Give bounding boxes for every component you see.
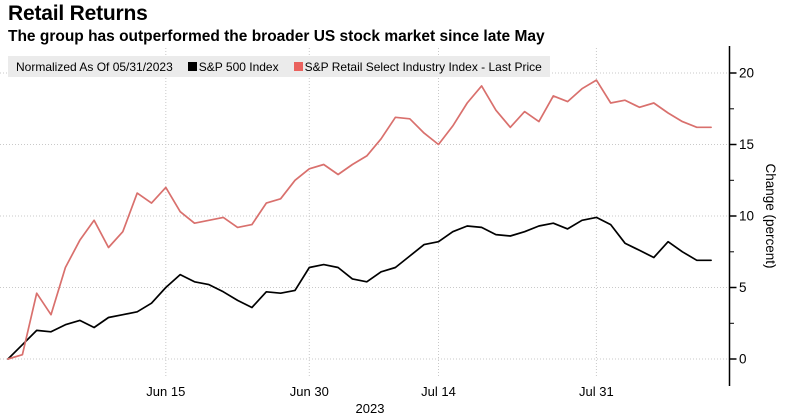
- x-tick-label: Jun 15: [146, 384, 185, 399]
- series-line-sp500: [7, 216, 712, 360]
- legend-item-label: S&P Retail Select Industry Index - Last …: [304, 59, 542, 74]
- y-tick-label: 0: [739, 352, 747, 367]
- legend-note: Normalized As Of 05/31/2023: [16, 59, 173, 74]
- page-subtitle: The group has outperformed the broader U…: [8, 28, 545, 45]
- series-line-retail: [7, 79, 712, 360]
- retail-swatch-icon: [293, 62, 303, 71]
- y-tick-label: 20: [739, 66, 754, 81]
- y-tick-label: 10: [739, 209, 754, 224]
- x-tick-label: Jul 14: [421, 384, 456, 399]
- legend-item-retail: S&P Retail Select Industry Index - Last …: [293, 59, 542, 74]
- page-title: Retail Returns: [8, 2, 148, 25]
- year-label: 2023: [356, 401, 385, 416]
- y-tick-label: 15: [739, 137, 754, 152]
- sp500-swatch-icon: [187, 62, 197, 71]
- x-tick-label: Jun 30: [290, 384, 329, 399]
- legend-bar: Normalized As Of 05/31/2023 S&P 500 Inde…: [8, 56, 550, 77]
- x-tick-label: Jul 31: [579, 384, 614, 399]
- y-axis-title: Change (percent): [763, 163, 778, 268]
- y-tick-label: 5: [739, 280, 747, 295]
- legend-item-sp500: S&P 500 Index: [187, 59, 279, 74]
- legend-item-label: S&P 500 Index: [198, 59, 279, 74]
